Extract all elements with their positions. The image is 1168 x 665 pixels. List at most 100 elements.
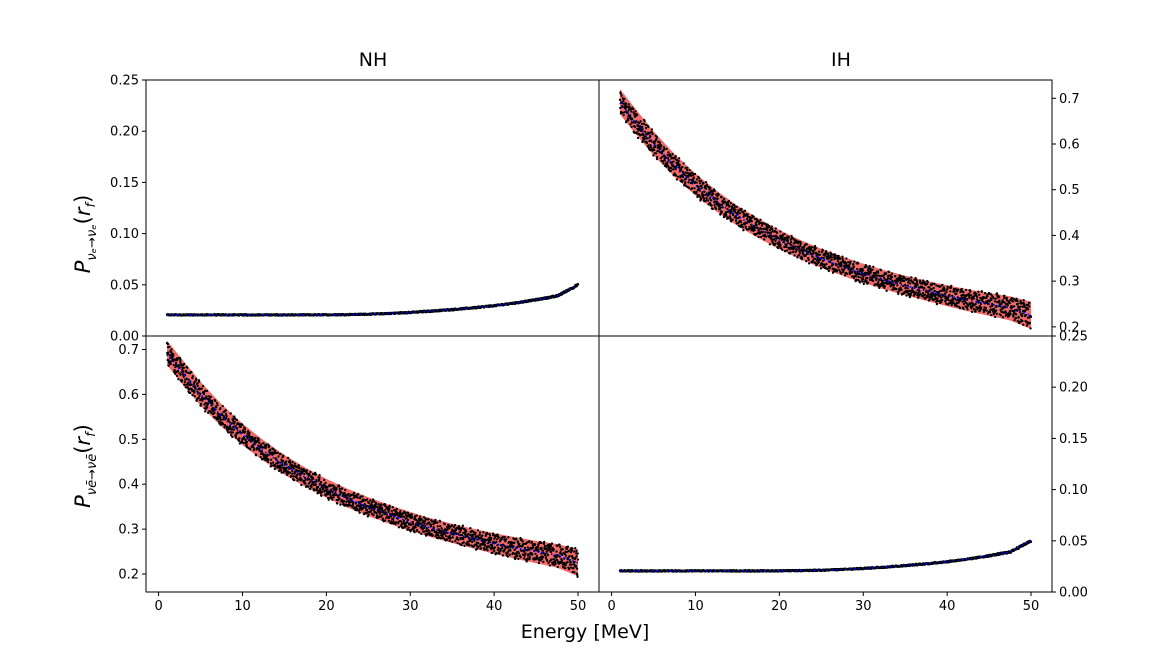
- y-tick-label: 0.6: [1059, 138, 1080, 153]
- scatter-point: [649, 134, 652, 138]
- scatter-point: [774, 227, 777, 230]
- scatter-point: [741, 225, 744, 229]
- scatter-point: [356, 496, 359, 499]
- scatter-point: [178, 356, 182, 360]
- scatter-point: [830, 258, 833, 262]
- scatter-point: [318, 476, 321, 480]
- scatter-point: [1010, 296, 1013, 300]
- scatter-point: [429, 523, 433, 526]
- scatter-point: [326, 496, 330, 500]
- scatter-point: [938, 299, 941, 303]
- scatter-point: [290, 472, 294, 475]
- scatter-point: [451, 536, 454, 539]
- scatter-point: [329, 494, 332, 497]
- scatter-point: [215, 401, 219, 405]
- scatter-point: [405, 524, 408, 528]
- scatter-point: [405, 517, 408, 520]
- scatter-point: [975, 295, 979, 299]
- scatter-point: [793, 242, 796, 245]
- scatter-point: [731, 213, 735, 216]
- scatter-point: [698, 189, 701, 192]
- scatter-point: [933, 282, 936, 286]
- scatter-point: [193, 391, 196, 394]
- scatter-point: [937, 291, 941, 295]
- scatter-point: [906, 281, 910, 284]
- scatter-point: [893, 283, 896, 286]
- scatter-point: [248, 431, 251, 435]
- scatter-point: [291, 464, 295, 468]
- scatter-point: [629, 114, 632, 117]
- scatter-point: [375, 502, 378, 506]
- scatter-point: [420, 532, 423, 535]
- scatter-point: [471, 540, 474, 544]
- scatter-point: [292, 479, 296, 482]
- scatter-point: [343, 492, 346, 495]
- scatter-point: [951, 294, 954, 297]
- scatter-point: [1026, 308, 1030, 311]
- scatter-point: [922, 296, 925, 299]
- scatter-point: [406, 528, 409, 531]
- scatter-point: [1001, 316, 1005, 319]
- scatter-point: [955, 292, 958, 295]
- scatter-point: [423, 519, 427, 523]
- scatter-point: [689, 174, 693, 177]
- scatter-point: [176, 358, 179, 362]
- scatter-point: [472, 533, 475, 536]
- scatter-point: [666, 153, 669, 157]
- scatter-point: [922, 279, 925, 282]
- scatter-point: [219, 416, 222, 420]
- scatter-point: [883, 281, 887, 285]
- scatter-point: [627, 108, 631, 111]
- scatter-point: [352, 501, 355, 504]
- scatter-point: [182, 370, 185, 373]
- scatter-point: [856, 268, 859, 271]
- scatter-point: [930, 288, 934, 291]
- scatter-point: [954, 288, 957, 291]
- scatter-point: [779, 230, 782, 233]
- scatter-point: [928, 286, 931, 289]
- scatter-point: [705, 197, 708, 200]
- scatter-point: [1003, 294, 1006, 298]
- scatter-point: [827, 255, 830, 258]
- scatter-point: [776, 231, 779, 235]
- scatter-point: [755, 233, 758, 236]
- scatter-point: [883, 285, 886, 288]
- scatter-point: [960, 287, 963, 291]
- scatter-point: [678, 163, 681, 167]
- scatter-point: [810, 246, 814, 249]
- scatter-point: [323, 489, 326, 492]
- scatter-point: [1017, 305, 1020, 308]
- scatter-point: [916, 283, 919, 286]
- scatter-point: [246, 445, 249, 449]
- scatter-point: [702, 181, 705, 185]
- scatter-point: [338, 487, 341, 491]
- scatter-point: [838, 268, 841, 272]
- scatter-point: [857, 273, 861, 276]
- scatter-point: [399, 509, 402, 513]
- scatter-point: [910, 276, 913, 279]
- scatter-point: [943, 292, 947, 295]
- scatter-point: [889, 274, 893, 277]
- scatter-point: [264, 443, 268, 446]
- scatter-point: [267, 458, 270, 461]
- scatter-point: [252, 448, 255, 452]
- scatter-point: [1013, 318, 1016, 322]
- scatter-point: [697, 187, 700, 190]
- scatter-point: [231, 431, 234, 434]
- scatter-point: [678, 157, 681, 160]
- scatter-point: [946, 296, 950, 300]
- scatter-point: [669, 154, 672, 158]
- scatter-point: [969, 303, 972, 306]
- scatter-point: [293, 472, 296, 475]
- scatter-point: [868, 264, 871, 268]
- scatter-point: [695, 178, 699, 181]
- scatter-point: [811, 255, 814, 258]
- scatter-point: [1025, 324, 1029, 327]
- scatter-point: [1012, 305, 1016, 308]
- scatter-point: [201, 399, 204, 402]
- scatter-point: [994, 297, 997, 300]
- scatter-point: [457, 532, 460, 535]
- scatter-point: [309, 470, 312, 474]
- scatter-point: [921, 281, 924, 284]
- scatter-point: [224, 412, 228, 416]
